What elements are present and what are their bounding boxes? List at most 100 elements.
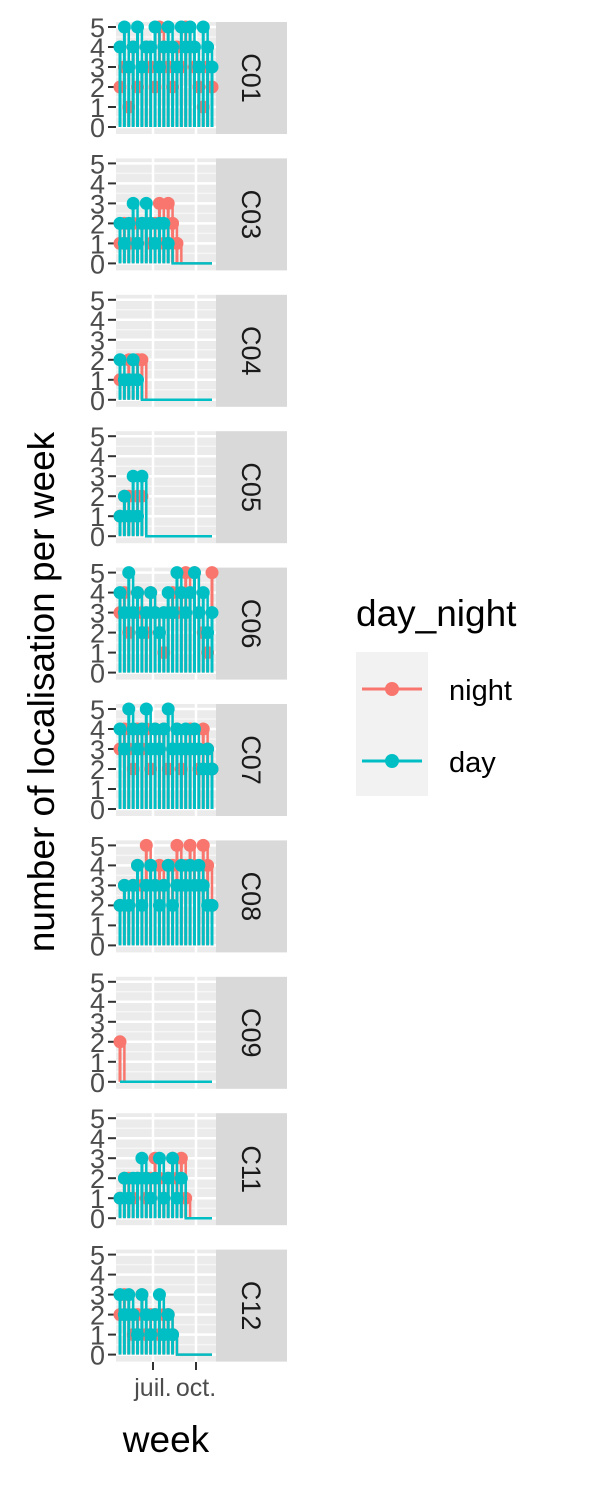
strip-label: C05 [236, 462, 266, 512]
data-point-day [161, 236, 175, 250]
series-day [113, 566, 219, 673]
y-tick-label: 0 [90, 1341, 105, 1371]
y-tick-label: 2 [90, 73, 105, 103]
legend: day_night night day [356, 593, 517, 796]
data-point-day [113, 722, 127, 736]
strip-background [216, 1249, 287, 1362]
y-axis-title: number of localisation per week [21, 431, 62, 952]
strip-background [216, 431, 287, 544]
data-point-day [161, 20, 175, 34]
y-tick-label: 2 [90, 1164, 105, 1194]
y-tick-label: 2 [90, 209, 105, 239]
strip-label: C01 [236, 53, 266, 103]
data-point-night [113, 1035, 127, 1049]
data-point-day [139, 702, 153, 716]
y-tick-label: 4 [90, 715, 105, 745]
y-tick-label: 2 [90, 1028, 105, 1058]
y-tick-label: 3 [90, 1144, 105, 1174]
y-tick-label: 1 [90, 229, 105, 259]
data-point-day [161, 702, 175, 716]
strip-background [216, 840, 287, 953]
data-point-night [205, 566, 219, 580]
strip-background [216, 22, 287, 134]
data-point-day [113, 353, 127, 367]
y-tick-label: 0 [90, 1204, 105, 1234]
y-tick-label: 1 [90, 1184, 105, 1214]
data-point-day [196, 878, 210, 892]
strip-background [216, 567, 287, 680]
data-point-day [131, 858, 145, 872]
y-tick-label: 3 [90, 735, 105, 765]
y-tick-label: 1 [90, 775, 105, 805]
data-point-day [113, 586, 127, 600]
y-tick-label: 3 [90, 1281, 105, 1311]
y-tick-label: 0 [90, 931, 105, 961]
y-tick-label: 5 [90, 422, 105, 452]
data-point-day [117, 20, 131, 34]
strip-background [216, 976, 287, 1089]
series-day [113, 1288, 212, 1356]
data-point-day [144, 586, 158, 600]
data-point-day [192, 858, 206, 872]
series-day [113, 20, 219, 127]
y-tick-label: 5 [90, 149, 105, 179]
strip-label: C11 [236, 1145, 266, 1193]
y-tick-label: 5 [90, 286, 105, 316]
y-tick-label: 4 [90, 306, 105, 336]
y-tick-label: 1 [90, 93, 105, 123]
strip-background [216, 294, 287, 407]
y-tick-label: 5 [90, 831, 105, 861]
y-tick-label: 5 [90, 1104, 105, 1134]
y-tick-label: 3 [90, 1008, 105, 1038]
y-tick-label: 2 [90, 482, 105, 512]
data-point-day [205, 762, 219, 776]
y-tick-label: 1 [90, 366, 105, 396]
legend-key-point [385, 754, 399, 768]
strip-label: C06 [236, 599, 266, 649]
strip-label: C07 [236, 735, 266, 785]
data-point-day [122, 1288, 136, 1302]
data-point-day [205, 606, 219, 620]
data-point-day [161, 586, 175, 600]
legend-label-day: day [449, 747, 496, 779]
x-axis-title: week [122, 1419, 210, 1460]
x-tick-label: juil. [133, 1374, 172, 1402]
facet-panels: C01012345C03012345C04012345C05012345C060… [90, 13, 287, 1371]
y-tick-label: 3 [90, 871, 105, 901]
data-point-night [170, 838, 184, 852]
y-tick-label: 3 [90, 599, 105, 629]
y-tick-label: 4 [90, 579, 105, 609]
data-point-day [122, 566, 136, 580]
legend-key-background [356, 652, 428, 796]
data-point-day [196, 20, 210, 34]
series-day [113, 1151, 212, 1220]
series-day [113, 469, 212, 538]
y-tick-label: 0 [90, 659, 105, 689]
y-tick-label: 4 [90, 169, 105, 199]
data-point-day [187, 40, 201, 54]
y-tick-label: 0 [90, 795, 105, 825]
data-point-day [135, 469, 149, 483]
strip-label: C08 [236, 872, 266, 922]
y-tick-label: 4 [90, 988, 105, 1018]
y-tick-label: 4 [90, 442, 105, 472]
data-point-day [157, 216, 171, 230]
data-point-day [152, 1288, 166, 1302]
data-point-day [166, 1328, 180, 1342]
y-tick-label: 4 [90, 1261, 105, 1291]
y-tick-label: 3 [90, 326, 105, 356]
strip-background [216, 1113, 287, 1226]
data-point-day [161, 1308, 175, 1322]
series-day [113, 196, 212, 265]
data-point-day [170, 566, 184, 580]
y-tick-label: 5 [90, 695, 105, 725]
series-day [113, 858, 219, 946]
y-tick-label: 2 [90, 891, 105, 921]
